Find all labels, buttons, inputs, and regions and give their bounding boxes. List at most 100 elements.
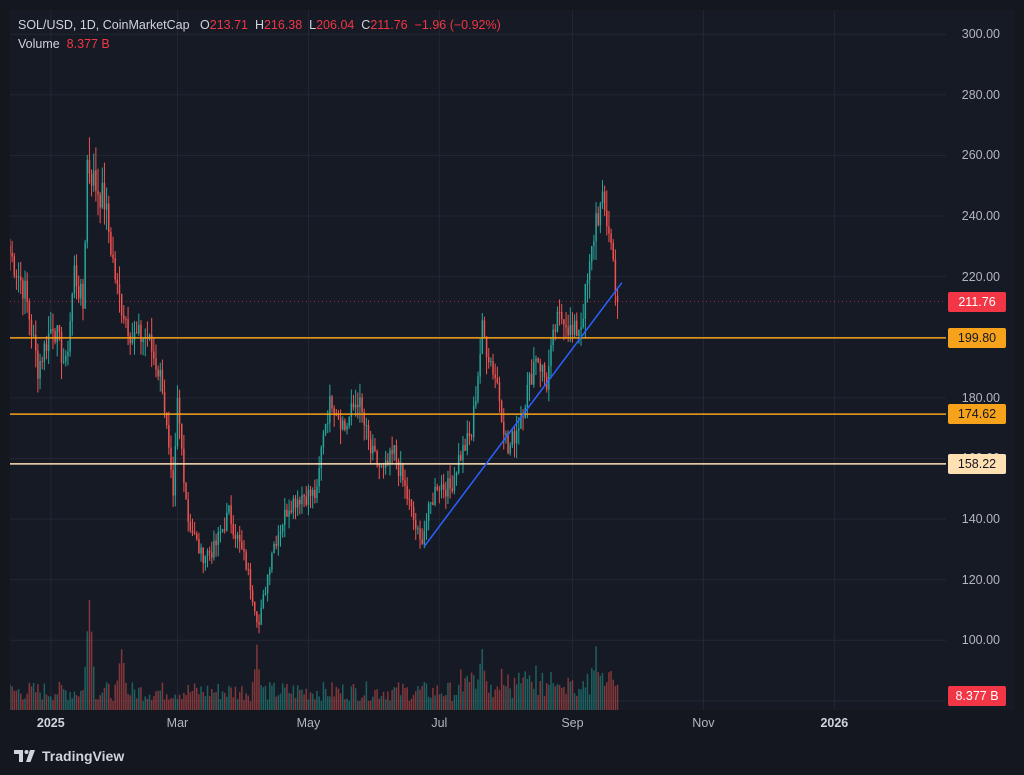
candle-body (62, 361, 65, 363)
candle-body (45, 343, 48, 351)
candle-body (522, 416, 524, 418)
candle-body (52, 328, 54, 332)
volume-bar (606, 682, 608, 710)
volume-bar (387, 691, 389, 710)
volume-bar (348, 700, 350, 710)
candle-body (541, 364, 544, 372)
candle-body (35, 334, 37, 351)
volume-bar (60, 685, 63, 710)
candle-body (374, 445, 376, 452)
candle-body (116, 279, 119, 285)
volume-bar (108, 683, 110, 710)
candle-body (365, 424, 368, 426)
candle-body (507, 432, 509, 454)
volume-bar (524, 671, 526, 710)
candle-body (352, 403, 355, 408)
candle-body (178, 397, 181, 424)
volume-bar (567, 677, 569, 710)
y-tick-label: 300.00 (961, 27, 1000, 42)
volume-bar (582, 681, 584, 710)
candle-body (530, 373, 533, 385)
volume-bar (335, 686, 338, 710)
volume-bar (322, 681, 325, 710)
volume-bar (193, 683, 196, 710)
volume-bar (445, 695, 447, 710)
candle-body (350, 403, 353, 418)
tradingview-logo[interactable]: TradingView (14, 748, 124, 764)
volume-bar (550, 671, 552, 710)
symbol-label[interactable]: SOL/USD, 1D, CoinMarketCap (18, 18, 190, 32)
volume-bar (520, 683, 522, 710)
candle-body (582, 318, 584, 328)
candle-body (466, 433, 469, 451)
volume-bar (528, 675, 531, 710)
price-chart[interactable] (10, 10, 946, 710)
volume-bar (365, 681, 368, 710)
candle-body (251, 590, 254, 603)
volume-bar (470, 672, 473, 710)
volume-bar (180, 699, 183, 710)
candle-body (155, 358, 157, 370)
candle-body (342, 420, 344, 430)
volume-bar (247, 695, 250, 710)
volume-bar (352, 683, 355, 710)
candle-body (348, 417, 350, 427)
candle-body (198, 539, 200, 554)
price-axis[interactable]: 300.00280.00260.00240.00220.00200.00180.… (946, 10, 1014, 710)
candle-body (60, 332, 63, 363)
volume-bar (462, 691, 464, 710)
candle-body (211, 552, 213, 558)
candle-body (80, 283, 82, 299)
candle-body (410, 499, 413, 507)
time-axis[interactable]: 2025 Mar May Jul Sep Nov 2026 (10, 710, 946, 738)
volume-bar (47, 696, 50, 710)
candle-body (196, 533, 198, 540)
candle-body (393, 445, 396, 454)
level-price-tag: 158.22 (948, 453, 1006, 474)
candle-body (492, 361, 494, 375)
volume-bar (84, 666, 86, 710)
volume-bar (301, 689, 303, 710)
candle-body (299, 499, 301, 505)
volume-bar (599, 675, 602, 710)
volume-bar (597, 672, 599, 710)
candle-body (406, 485, 408, 499)
volume-bar (110, 697, 112, 710)
chart-pane[interactable] (10, 10, 946, 710)
volume-bar (408, 700, 411, 710)
candle-body (511, 431, 514, 446)
candle-body (430, 502, 432, 504)
candle-body (256, 611, 258, 623)
volume-header: Volume 8.377 B (18, 37, 110, 51)
candle-body (533, 361, 535, 385)
candle-body (228, 505, 230, 513)
level-price-tag: 199.80 (948, 327, 1006, 348)
candle-body (92, 170, 95, 186)
volume-bar (391, 690, 393, 710)
volume-bar (541, 672, 544, 710)
candle-body (24, 280, 26, 299)
volume-bar (382, 691, 385, 710)
candle-body (32, 334, 35, 336)
candle-body (543, 364, 546, 377)
volume-bar (543, 695, 546, 710)
candle-body (380, 465, 383, 467)
candle-body (208, 550, 211, 553)
candle-body (404, 480, 406, 486)
volume-bar (41, 699, 43, 710)
volume-bar (305, 688, 308, 710)
volume-bar (204, 696, 207, 710)
volume-label[interactable]: Volume (18, 37, 60, 51)
candle-body (354, 404, 357, 408)
volume-bar (569, 681, 572, 710)
x-tick-label: Nov (692, 716, 715, 730)
candle-body (423, 530, 426, 544)
candle-body (584, 284, 587, 319)
volume-bar (159, 690, 162, 710)
volume-bar (537, 695, 539, 710)
volume-bar (251, 681, 254, 710)
tradingview-logo-icon (14, 750, 35, 762)
volume-bar (127, 693, 129, 710)
y-tick-label: 220.00 (961, 269, 1000, 284)
volume-bar (359, 700, 361, 710)
